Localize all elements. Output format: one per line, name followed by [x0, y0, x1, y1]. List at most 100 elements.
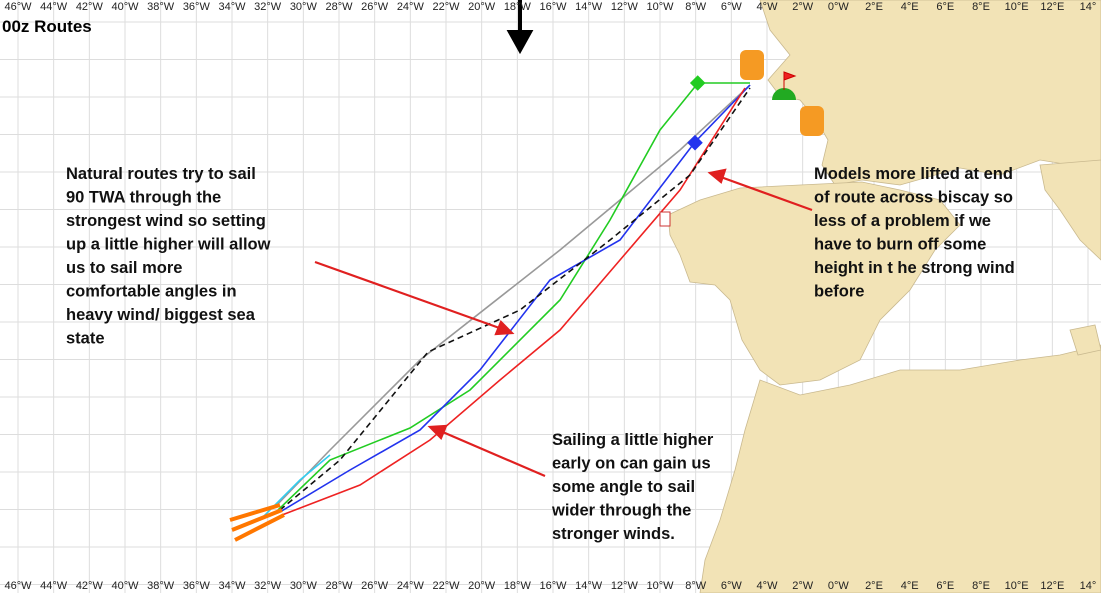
longitude-label: 8°W — [685, 1, 707, 13]
longitude-label: 10°E — [1005, 580, 1029, 592]
longitude-label: 14°W — [575, 580, 603, 592]
longitude-label: 10°W — [646, 580, 674, 592]
annotation-line: early on can gain us — [552, 455, 711, 473]
longitude-label: 30°W — [290, 1, 318, 13]
annotation-line: Models more lifted at end — [814, 165, 1013, 183]
longitude-label: 10°E — [1005, 1, 1029, 13]
map-title: 00z Routes — [2, 17, 92, 36]
longitude-label: 18°W — [504, 1, 532, 13]
annotation-line: stronger winds. — [552, 525, 675, 543]
annotation-line: Sailing a little higher — [552, 431, 714, 449]
longitude-label: 40°W — [111, 580, 139, 592]
annotation-line: strongest wind so setting — [66, 212, 266, 230]
annotation-line: less of a problem if we — [814, 212, 991, 230]
longitude-label: 34°W — [218, 1, 246, 13]
longitude-label: 12°E — [1040, 1, 1064, 13]
longitude-label: 2°E — [865, 1, 883, 13]
start-fan — [229, 503, 285, 542]
annotation-line: up a little higher will allow — [66, 236, 271, 254]
mark-badge — [800, 106, 824, 136]
finish-flag — [783, 71, 797, 90]
annotation-arrow — [314, 260, 506, 332]
annotation-line: us to sail more — [66, 259, 182, 277]
longitude-label: 8°E — [972, 580, 990, 592]
italy — [1039, 159, 1101, 261]
annotation-line: comfortable angles in — [66, 283, 237, 301]
annotation-line: some angle to sail — [552, 478, 695, 496]
annotation-arrow — [437, 428, 546, 478]
longitude-label: 4°W — [757, 580, 779, 592]
longitude-label: 6°W — [721, 1, 743, 13]
longitude-label: 6°W — [721, 580, 743, 592]
longitude-label: 42°W — [76, 1, 104, 13]
longitude-label: 6°E — [936, 580, 954, 592]
annotation-line: height in t he strong wind — [814, 259, 1015, 277]
longitude-label: 10°W — [646, 1, 674, 13]
blue-route — [279, 84, 751, 513]
annotation-arrow — [717, 174, 813, 212]
longitude-label: 22°W — [432, 1, 460, 13]
green-route — [277, 82, 750, 511]
longitude-label: 18°W — [504, 580, 532, 592]
arrow-head — [494, 320, 515, 336]
longitude-label: 8°E — [972, 1, 990, 13]
longitude-label: 26°W — [361, 580, 389, 592]
longitude-label: 8°W — [685, 580, 707, 592]
longitude-label: 38°W — [147, 580, 175, 592]
annotation-line: before — [814, 283, 864, 301]
mark-badge — [740, 50, 764, 80]
longitude-label: 2°W — [792, 1, 814, 13]
longitude-label: 24°W — [397, 1, 425, 13]
france-uk — [759, 0, 1101, 186]
longitude-label: 12°E — [1040, 580, 1064, 592]
longitude-label: 40°W — [111, 1, 139, 13]
longitude-label: 0°W — [828, 1, 850, 13]
longitude-label: 2°E — [865, 580, 883, 592]
longitude-label: 14° — [1080, 580, 1097, 592]
longitude-label: 46°W — [4, 580, 32, 592]
land — [667, 0, 1101, 593]
longitude-label: 16°W — [539, 1, 567, 13]
longitude-label: 4°E — [901, 1, 919, 13]
longitude-label: 34°W — [218, 580, 246, 592]
sardinia — [1069, 324, 1101, 356]
longitude-label: 44°W — [40, 1, 68, 13]
longitude-label: 6°E — [936, 1, 954, 13]
arrow-head — [707, 168, 727, 184]
iberia — [667, 181, 961, 386]
longitude-label: 28°W — [325, 1, 353, 13]
longitude-label: 46°W — [4, 1, 32, 13]
longitude-label: 4°E — [901, 580, 919, 592]
red-route — [281, 87, 746, 516]
green-marker — [689, 75, 706, 91]
longitude-label: 42°W — [76, 580, 104, 592]
longitude-label: 14° — [1080, 1, 1097, 13]
longitude-label: 12°W — [611, 580, 639, 592]
longitude-label: 24°W — [397, 580, 425, 592]
longitude-label: 4°W — [757, 1, 779, 13]
waypoint — [659, 211, 671, 227]
longitude-label: 20°W — [468, 580, 496, 592]
annotation-line: wider through the — [551, 502, 691, 520]
annotation-line: state — [66, 330, 105, 348]
longitude-label: 22°W — [432, 580, 460, 592]
wind-arrow — [506, 0, 534, 55]
longitude-label: 44°W — [40, 580, 68, 592]
annotation-line: heavy wind/ biggest sea — [66, 306, 256, 324]
africa — [699, 344, 1101, 593]
longitude-label: 32°W — [254, 1, 282, 13]
longitude-label: 12°W — [611, 1, 639, 13]
longitude-label: 20°W — [468, 1, 496, 13]
longitude-label: 38°W — [147, 1, 175, 13]
longitude-label: 16°W — [539, 580, 567, 592]
annotation-line: 90 TWA through the — [66, 189, 221, 207]
longitude-label: 36°W — [183, 580, 211, 592]
finish-buoy — [772, 88, 796, 100]
arrows — [314, 168, 813, 478]
annotation-line: have to burn off some — [814, 236, 986, 254]
longitude-label: 2°W — [792, 580, 814, 592]
annotation-line: Natural routes try to sail — [66, 165, 256, 183]
arrow-head — [427, 424, 448, 440]
longitude-label: 32°W — [254, 580, 282, 592]
